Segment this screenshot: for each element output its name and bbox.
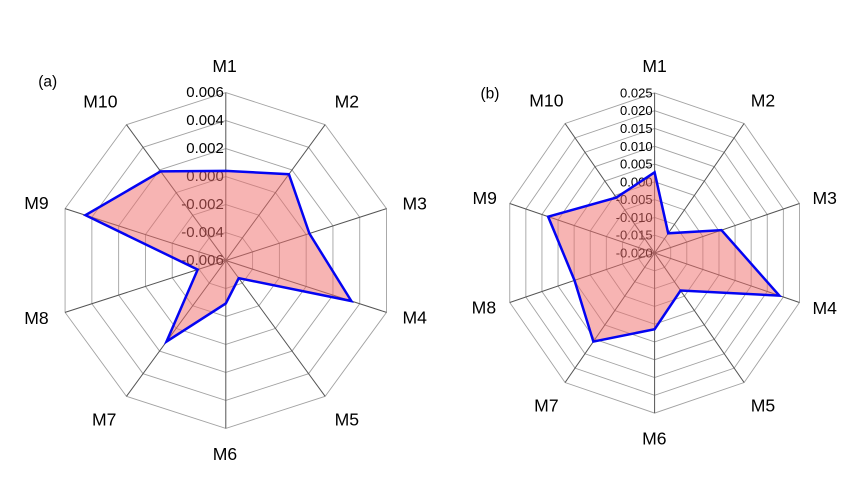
svg-text:(b): (b) [481, 86, 500, 103]
svg-text:M3: M3 [812, 188, 837, 208]
svg-text:M5: M5 [335, 410, 360, 430]
svg-text:M4: M4 [402, 308, 427, 328]
svg-text:M9: M9 [472, 188, 496, 208]
svg-text:M8: M8 [472, 298, 497, 318]
svg-text:0.005: 0.005 [620, 157, 653, 172]
svg-text:0.006: 0.006 [186, 84, 224, 101]
svg-text:M1: M1 [642, 56, 666, 76]
svg-text:0.025: 0.025 [620, 85, 653, 100]
svg-text:M6: M6 [642, 428, 667, 448]
svg-text:0.010: 0.010 [620, 139, 653, 154]
svg-text:0.002: 0.002 [186, 140, 224, 157]
svg-text:M8: M8 [24, 308, 49, 328]
svg-text:(a): (a) [38, 73, 57, 90]
svg-text:M7: M7 [92, 410, 116, 430]
svg-text:M3: M3 [402, 193, 427, 213]
svg-text:M2: M2 [335, 91, 359, 111]
svg-text:0.020: 0.020 [620, 103, 653, 118]
svg-text:0.015: 0.015 [620, 121, 653, 136]
svg-text:M7: M7 [534, 395, 558, 415]
svg-text:M6: M6 [213, 444, 238, 464]
svg-text:M4: M4 [812, 298, 837, 318]
svg-text:M5: M5 [751, 395, 776, 415]
svg-text:M2: M2 [751, 91, 775, 111]
svg-text:M9: M9 [24, 193, 48, 213]
svg-text:0.004: 0.004 [186, 112, 224, 129]
svg-text:M10: M10 [529, 91, 563, 111]
svg-text:M1: M1 [212, 56, 236, 76]
svg-text:M10: M10 [83, 91, 117, 111]
